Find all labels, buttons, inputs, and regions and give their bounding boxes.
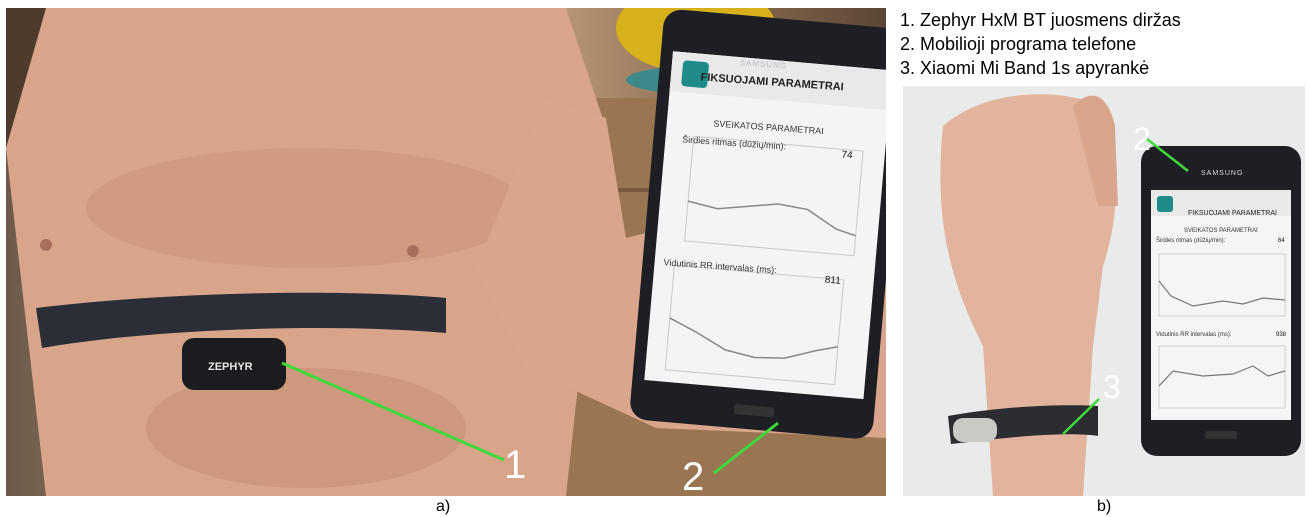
hand-and-forearm	[940, 94, 1117, 496]
rr-line-a	[669, 317, 839, 359]
pointer-line-1	[281, 361, 505, 462]
caption-b: b)	[1097, 498, 1112, 515]
pointer-line-2a	[713, 421, 779, 475]
strap-brand-text: ZEPHYR	[208, 361, 253, 373]
legend-item-3: 3. Xiaomi Mi Band 1s apyrankė	[900, 58, 1150, 78]
legend-item-2: 2. Mobilioji programa telefone	[900, 34, 1137, 54]
legend-item-1: 1. Zephyr HxM BT juosmens diržas	[900, 10, 1181, 30]
phone-screen-text-b: SAMSUNG FIKSUOJAMI PARAMETRAI SVEIKATOS …	[1146, 168, 1296, 428]
rr-label-b: Vidutinis RR intervalas (ms):	[1156, 332, 1232, 338]
hr-line-b	[1158, 280, 1286, 307]
label-3: 3	[1103, 369, 1121, 405]
rr-value-b: 938	[1276, 332, 1287, 338]
screen-section-b: SVEIKATOS PARAMETRAI	[1184, 228, 1258, 234]
photo-panel-b: 2 3	[903, 86, 1305, 496]
home-button-a	[733, 404, 775, 418]
mi-band-tracker	[953, 418, 997, 442]
hr-label-b: Širdies ritmas (dūžių/min):	[1156, 238, 1226, 244]
legend: 1. Zephyr HxM BT juosmens diržas 2. Mobi…	[900, 8, 1181, 80]
hr-value-b: 64	[1278, 238, 1285, 244]
photo-b-illustration: 2 3	[940, 94, 1301, 496]
label-2b: 2	[1133, 121, 1151, 157]
label-2a: 2	[682, 455, 704, 496]
nipple-right	[407, 245, 419, 257]
phone-screen-a	[644, 51, 886, 400]
app-icon-b	[1157, 196, 1173, 212]
chest-strap	[36, 292, 446, 348]
label-1: 1	[504, 443, 526, 487]
zephyr-sensor	[182, 338, 286, 390]
pointer-line-3	[1062, 398, 1100, 435]
screen-title-a: FIKSUOJAMI PARAMETRAI	[700, 71, 845, 94]
screen-title-b: FIKSUOJAMI PARAMETRAI	[1188, 210, 1277, 217]
caption-a: a)	[436, 498, 451, 515]
photo-a-illustration: ZEPHYR 1 2	[6, 8, 886, 496]
rr-line-b	[1158, 365, 1286, 387]
phone-brand-a: SAMSUNG	[739, 58, 788, 71]
hr-label-a: Širdies ritmas (dūžių/min):	[681, 134, 787, 152]
home-button-b	[1205, 431, 1237, 439]
rr-value-a: 811	[824, 274, 842, 287]
phone-brand-b: SAMSUNG	[1201, 170, 1244, 177]
nipple-left	[40, 239, 52, 251]
phone-screen-b	[1151, 190, 1291, 420]
pointer-line-2b	[1146, 138, 1189, 172]
rr-label-a: Vidutinis RR intervalas (ms):	[663, 257, 778, 276]
photo-panel-a: ZEPHYR 1 2 SAMSUNG FIKSUOJAMI PARAMETRAI…	[6, 8, 886, 496]
app-icon-a	[681, 60, 709, 88]
hr-value-a: 74	[841, 149, 854, 162]
hr-line-a	[687, 200, 856, 237]
phone-screen-text-a: SAMSUNG FIKSUOJAMI PARAMETRAI SVEIKATOS …	[631, 56, 861, 370]
screen-section-a: SVEIKATOS PARAMETRAI	[713, 118, 825, 137]
